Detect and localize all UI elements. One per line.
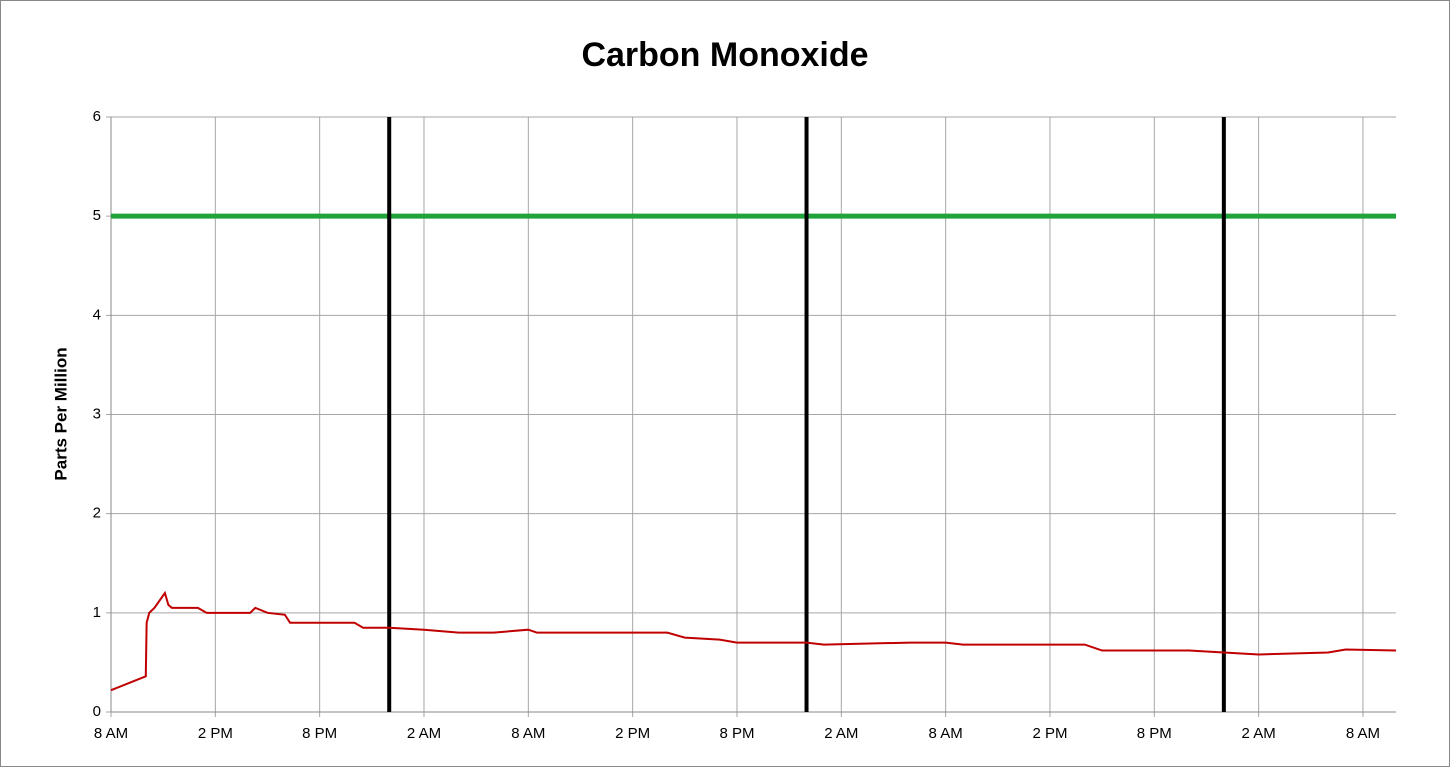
x-tick-label: 8 PM [1137,725,1172,742]
chart-title: Carbon Monoxide [581,36,868,74]
y-tick-label: 4 [93,306,101,323]
y-tick-label: 2 [93,505,101,522]
y-axis-label: Parts Per Million [51,347,70,480]
x-tick-label: 2 PM [615,725,650,742]
x-tick-label: 8 PM [302,725,337,742]
x-tick-label: 8 PM [719,725,754,742]
x-tick-label: 8 AM [929,725,963,742]
x-tick-label: 8 AM [1346,725,1380,742]
x-tick-label: 2 AM [1242,725,1276,742]
x-tick-label: 2 AM [407,725,441,742]
x-tick-label: 8 AM [94,725,128,742]
y-tick-label: 6 [93,108,101,125]
y-tick-label: 0 [93,703,101,720]
y-tick-label: 1 [93,604,101,621]
x-tick-label: 2 AM [824,725,858,742]
x-tick-label: 2 PM [1032,725,1067,742]
y-tick-label: 3 [93,405,101,422]
x-tick-label: 2 PM [198,725,233,742]
data-line [110,590,1397,692]
x-tick-label: 8 AM [511,725,545,742]
y-tick-label: 5 [93,207,101,224]
